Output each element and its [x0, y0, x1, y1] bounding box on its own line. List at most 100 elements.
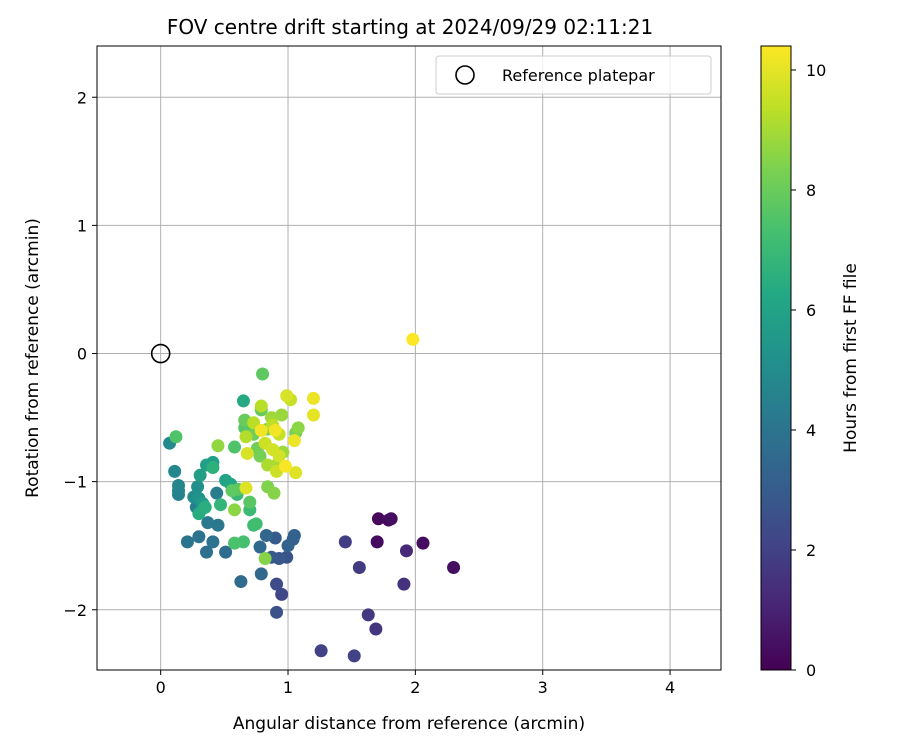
scatter-point: [352, 560, 366, 574]
scatter-point: [280, 389, 294, 403]
legend-marker-open-circle: [455, 65, 475, 85]
scatter-point: [211, 439, 225, 453]
scatter-point: [210, 486, 224, 500]
colorbar-tick-label: 2: [806, 541, 816, 560]
scatter-point: [270, 605, 284, 619]
scatter-point: [272, 449, 286, 463]
x-axis-label: Angular distance from reference (arcmin): [233, 714, 585, 734]
reference-point-marker: [150, 343, 171, 364]
scatter-point: [168, 464, 182, 478]
scatter-point: [198, 500, 212, 514]
y-axis-ticks: −2 −1 0 1 2: [63, 88, 97, 620]
scatter-point: [206, 461, 220, 475]
scatter-point: [193, 468, 207, 482]
y-tick-label: 2: [77, 88, 87, 107]
scatter-point: [225, 484, 239, 498]
scatter-point: [347, 649, 361, 663]
scatter-point: [306, 408, 320, 422]
scatter-point: [281, 539, 295, 553]
chart-title: FOV centre drift starting at 2024/09/29 …: [167, 15, 653, 39]
y-tick-label: 0: [77, 345, 87, 364]
colorbar-tick-label: 10: [806, 61, 826, 80]
scatter-point: [268, 423, 282, 437]
scatter-point: [239, 481, 253, 495]
scatter-point: [371, 512, 385, 526]
scatter-point: [369, 622, 383, 636]
scatter-point: [267, 486, 281, 500]
scatter-point: [384, 512, 398, 526]
scatter-point: [399, 544, 413, 558]
colorbar-tick-label: 8: [806, 181, 816, 200]
scatter-point: [278, 459, 292, 473]
scatter-point: [254, 567, 268, 581]
scatter-point: [289, 466, 303, 480]
scatter-point: [180, 535, 194, 549]
scatter-point: [211, 518, 225, 532]
legend-entry-label: Reference platepar: [502, 66, 655, 85]
scatter-point: [370, 535, 384, 549]
scatter-point: [287, 434, 301, 448]
scatter-point: [361, 608, 375, 622]
y-tick-label: −1: [63, 473, 87, 492]
x-axis-ticks: 0 1 2 3 4: [156, 670, 675, 697]
scatter-point: [169, 430, 183, 444]
scatter-point: [254, 423, 268, 437]
scatter-point: [243, 495, 257, 509]
legend: Reference platepar: [435, 55, 712, 95]
scatter-point: [236, 394, 250, 408]
plot-frame: [96, 45, 722, 671]
scatter-point: [201, 516, 215, 530]
plot-area: 0 1 2 3 4 −2 −1 0 1 2: [63, 45, 722, 697]
scatter-point: [234, 575, 248, 589]
scatter-point: [256, 367, 270, 381]
scatter-point: [253, 540, 267, 554]
scatter-point: [192, 530, 206, 544]
scatter-point: [172, 478, 186, 492]
scatter-point: [287, 528, 301, 542]
scatter-point: [214, 498, 228, 512]
x-tick-label: 2: [410, 678, 420, 697]
y-tick-label: 1: [77, 216, 87, 235]
scatter-point: [191, 480, 205, 494]
scatter-point: [314, 644, 328, 658]
colorbar-ticks: 0 2 4 6 8 10: [791, 61, 826, 680]
scatter-point: [228, 440, 242, 454]
grid: [97, 46, 721, 670]
scatter-point: [275, 587, 289, 601]
scatter-point: [219, 545, 233, 559]
scatter-point: [447, 560, 461, 574]
x-tick-label: 0: [156, 678, 166, 697]
scatter-point: [258, 552, 272, 566]
scatter-point: [259, 528, 273, 542]
x-tick-label: 3: [538, 678, 548, 697]
x-tick-label: 4: [665, 678, 675, 697]
colorbar-label: Hours from first FF file: [841, 263, 861, 453]
scatter-point: [275, 408, 289, 422]
scatter-point: [240, 446, 254, 460]
scatter-point: [338, 535, 352, 549]
scatter-point: [254, 399, 268, 413]
colorbar-tick-label: 4: [806, 421, 816, 440]
scatter-point: [406, 332, 420, 346]
scatter-point: [416, 536, 430, 550]
colorbar-tick-label: 0: [806, 661, 816, 680]
scatter-points: [163, 332, 461, 663]
scatter-point: [291, 421, 305, 435]
colorbar-tick-label: 6: [806, 301, 816, 320]
reference-group: [150, 343, 171, 364]
scatter-point: [206, 535, 220, 549]
scatter-point: [249, 517, 263, 531]
scatter-point: [228, 503, 242, 517]
x-tick-label: 1: [283, 678, 293, 697]
scatter-point: [239, 430, 253, 444]
scatter-point: [228, 536, 242, 550]
y-tick-label: −2: [63, 601, 87, 620]
scatter-point: [270, 577, 284, 591]
scatter-point: [200, 545, 214, 559]
scatter-point: [306, 391, 320, 405]
colorbar-bar: [760, 45, 792, 671]
scatter-point: [397, 577, 411, 591]
scatter-point: [253, 449, 267, 463]
legend-box: [435, 55, 712, 95]
